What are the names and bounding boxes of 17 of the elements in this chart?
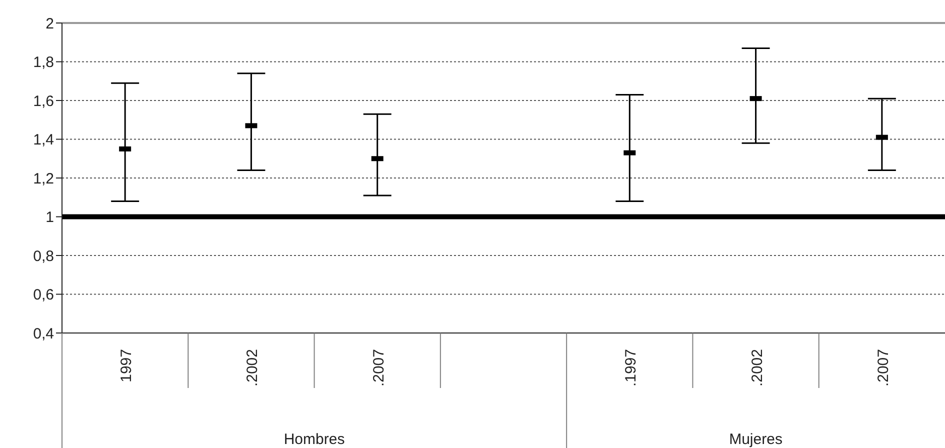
y-tick-label: 0,6 — [33, 286, 54, 304]
y-tick-label: 1,8 — [33, 54, 54, 72]
y-tick-label: 1 — [46, 209, 54, 226]
text: Mujeres — [729, 431, 782, 448]
y-tick-label: 1,4 — [33, 132, 54, 149]
x-tick-label: .2007 — [874, 349, 892, 387]
y-tick-label: 1,6 — [33, 92, 54, 110]
y-tick-label: 2 — [46, 15, 54, 32]
y-tick-label: 0,4 — [33, 325, 54, 342]
text: Hombres — [284, 431, 345, 448]
x-tick-label: .2007 — [370, 349, 388, 387]
x-tick-label: .2002 — [244, 349, 262, 387]
x-tick-label: .2002 — [748, 349, 766, 387]
x-tick-label: .1997 — [622, 349, 640, 387]
y-tick-label: 1,2 — [33, 170, 54, 188]
y-tick-label: 0,8 — [33, 248, 54, 265]
x-tick-label: 1997 — [118, 349, 136, 382]
